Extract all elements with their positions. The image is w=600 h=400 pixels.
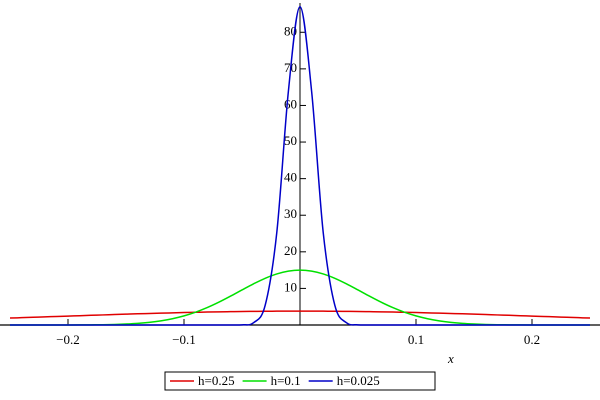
x-axis-label: x <box>447 351 454 366</box>
x-tick-label: 0.1 <box>408 332 424 347</box>
y-tick-label: 20 <box>284 243 297 258</box>
y-tick-label: 10 <box>284 279 297 294</box>
x-tick-label: 0.2 <box>524 332 540 347</box>
y-tick-label: 50 <box>284 133 297 148</box>
x-tick-label: −0.1 <box>172 332 196 347</box>
legend: h=0.25 h=0.1 h=0.025 <box>164 371 436 391</box>
y-tick-label: 30 <box>284 206 297 221</box>
legend-box <box>164 371 436 391</box>
line-series <box>9 310 591 319</box>
legend-label: h=0.025 <box>337 373 380 388</box>
x-tick-label: −0.2 <box>56 332 80 347</box>
y-tick-label: 60 <box>284 96 297 111</box>
legend-label: h=0.1 <box>271 373 301 388</box>
legend-label: h=0.25 <box>198 373 235 388</box>
line-series <box>9 5 590 326</box>
y-tick-label: 40 <box>284 170 297 185</box>
